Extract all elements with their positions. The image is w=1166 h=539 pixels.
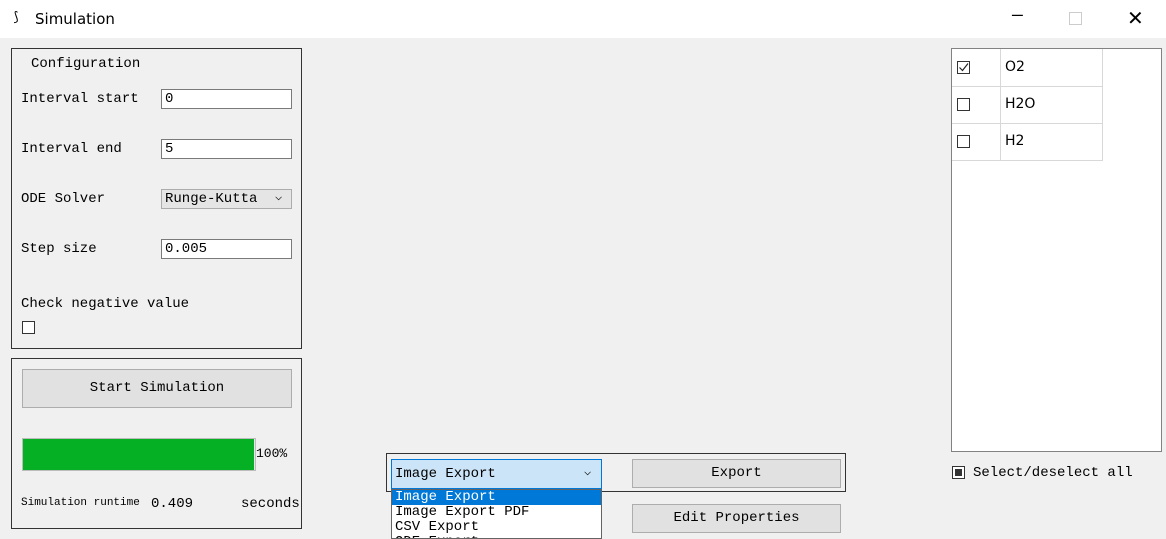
dropdown-arrow: ⌵ [584,465,592,479]
interval-start-input[interactable]: 0 [161,89,292,109]
species-checkbox[interactable] [957,61,970,74]
export-select[interactable]: Image Export [391,459,602,489]
species-name: H2O [1005,96,1036,112]
export-option[interactable]: CSV Export [395,519,480,535]
dropdown-arrow: ⌵ [275,190,283,204]
minimize[interactable]: — [1012,6,1023,26]
interval-end-input[interactable]: 5 [161,139,292,159]
chart-background [23,322,34,333]
close[interactable]: ✕ [1127,6,1144,30]
title-bar: ⟆ Simulation — ✕ [0,0,1166,38]
label: Interval start [21,91,139,107]
runtime: 0.409 [151,496,194,512]
progress-bar [23,439,254,470]
app-icon: ⟆ [12,10,20,25]
species-row: H2O [952,86,1103,124]
progress-track [22,438,256,471]
chart [312,48,942,449]
species-divider [1000,86,1001,123]
species-row: O2 [952,49,1103,87]
window-title: Simulation [35,10,115,28]
select-all-label[interactable]: Select/deselect all [973,465,1133,481]
export-button[interactable]: Export [632,459,841,488]
label: Step size [21,241,97,257]
select-all-checkbox[interactable] [952,466,965,479]
config-panel: Configuration Interval start 0 Interval … [11,48,302,349]
label: Check negative value [21,296,190,312]
maximize[interactable] [1069,12,1082,25]
species-checkbox[interactable] [957,98,970,111]
start-button[interactable]: Start Simulation [22,369,292,408]
species-divider [1000,49,1001,86]
species-name: H2 [1005,133,1025,149]
export-option[interactable]: ODE Export [392,535,601,539]
run-panel: Start Simulation 100% Simulation runtime… [11,358,302,529]
export-option[interactable]: Image Export PDF [395,504,530,520]
species-divider [1000,123,1001,160]
label: seconds [241,496,300,512]
species-row: H2 [952,123,1103,161]
species-checkbox[interactable] [957,135,970,148]
label: Simulation runtime [21,497,140,509]
heading: Configuration [31,56,141,72]
species-name: O2 [1005,59,1025,75]
label: ODE Solver [21,191,106,207]
export-group [386,453,846,492]
solver-select[interactable]: Runge-Kutta [161,189,292,209]
export-option[interactable]: Image Export [392,490,601,505]
step-input[interactable]: 0.005 [161,239,292,259]
edit-button[interactable]: Edit Properties [632,504,841,533]
species-list: O2 H2O H2 [951,48,1162,452]
progress-label: 100% [256,446,288,461]
checkbox[interactable]: title01234051015202530TimeConcentrationO… [22,321,35,334]
label: Interval end [21,141,122,157]
